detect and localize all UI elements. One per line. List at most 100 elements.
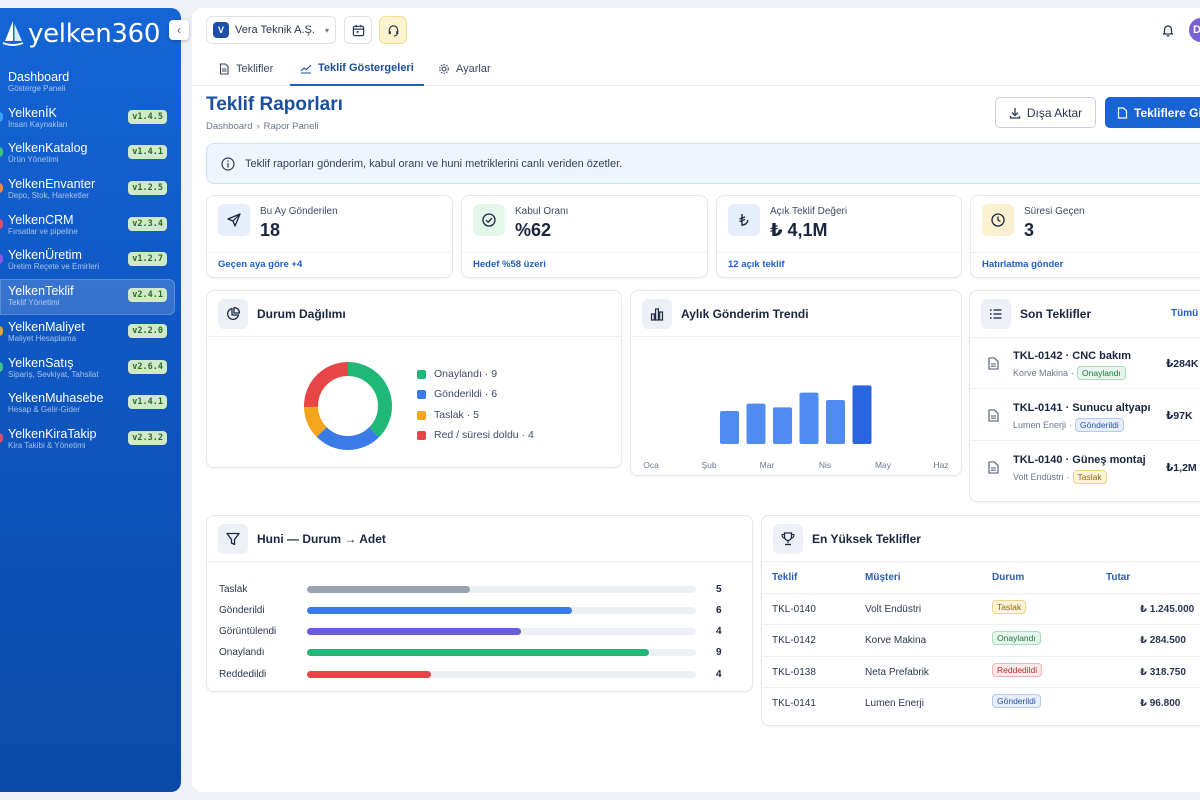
recent-offer-row[interactable]: TKL-0140 · Güneş montaj Volt Endüstri · … [970, 442, 1200, 493]
version-badge: v2.3.2 [128, 430, 167, 445]
logo-text: yelken360 [28, 19, 161, 49]
sidebar-item-label: YelkenKiraTakip [8, 426, 97, 441]
sidebar-item-yelken-retim[interactable]: YelkenÜretim Üretim Reçete ve Emirleri v1.… [0, 243, 175, 279]
sidebar-item-label: YelkenİK [8, 105, 57, 120]
view-all-link[interactable]: Tümü [1171, 308, 1199, 319]
trend-line-icon [300, 64, 312, 74]
sidebar-item-yelkenmuhasebe[interactable]: YelkenMuhasebe Hesap & Gelir-Gider v1.4.1 [0, 386, 175, 422]
sidebar-item-yelkencrm[interactable]: YelkenCRM Fırsatlar ve pipeline v2.3.4 [0, 208, 175, 244]
funnel-track [307, 628, 696, 636]
funnel-fill [307, 670, 432, 678]
module-color-marker [0, 218, 3, 229]
chevron-down-icon: ▾ [324, 25, 329, 35]
sidebar-item-yelkeni-k[interactable]: YelkenİK İnsan Kaynakları v1.4.5 [0, 101, 175, 137]
breadcrumb-dashboard[interactable]: Dashboard [206, 121, 253, 132]
table-row[interactable]: TKL-0140 Volt Endüstri Taslak ₺ 1.245.00… [762, 593, 1200, 624]
bar-şub[interactable] [746, 403, 766, 444]
bar-oca[interactable] [720, 411, 739, 444]
company-selector[interactable]: V Vera Teknik A.Ş. ▾ [206, 16, 336, 44]
funnel-track [307, 670, 696, 678]
version-badge: v2.6.4 [128, 359, 167, 374]
sidebar-collapse-button[interactable]: ‹ [169, 20, 189, 40]
tab-ayarlar[interactable]: Ayarlar [438, 52, 491, 86]
calendar-button[interactable] [344, 16, 372, 44]
funnel-value: 4 [716, 668, 722, 680]
status-badge: Taslak [992, 600, 1027, 614]
recent-offer-row[interactable]: TKL-0141 · Sunucu altyapı Lumen Enerji ·… [970, 390, 1200, 441]
calendar-icon [352, 24, 364, 36]
donut-slice-g-nderildi[interactable] [304, 362, 392, 450]
support-button[interactable] [379, 16, 407, 44]
kpi-footer[interactable]: Hedef %58 üzeri [462, 252, 707, 270]
amount-cell: ₺ 96.800 [1140, 697, 1181, 709]
table-row[interactable]: TKL-0142 Korve Makina Onaylandı ₺ 284.50… [762, 624, 1200, 655]
offer-id-cell: TKL-0142 [772, 635, 816, 647]
avatar[interactable]: D [1189, 18, 1200, 42]
column-header-customer[interactable]: Müşteri [865, 572, 901, 583]
info-banner: Teklif raporları gönderim, kabul oranı v… [206, 143, 1200, 184]
column-header-amount[interactable]: Tutar [1106, 572, 1131, 583]
card-icon-wrap [642, 299, 672, 329]
notifications-button[interactable] [1154, 16, 1182, 44]
kpi-footer[interactable]: Hatırlatma gönder [971, 252, 1200, 270]
export-button[interactable]: Dışa Aktar [995, 97, 1096, 128]
go-to-offers-button[interactable]: Tekliflere Git [1105, 97, 1200, 128]
sidebar-item-dashboard[interactable]: Dashboard Gösterge Paneli [0, 65, 175, 101]
check-circle-icon [482, 213, 496, 227]
sidebar-item-yelkenmaliyet[interactable]: YelkenMaliyet Maliyet Hesaplama v2.2.0 [0, 315, 175, 351]
tab-label: Teklif Göstergeleri [318, 62, 414, 74]
paper-plane-icon [227, 213, 241, 227]
module-color-marker [0, 361, 3, 372]
table-row[interactable]: TKL-0138 Neta Prefabrik Reddedildi ₺ 318… [762, 655, 1200, 687]
meta-separator: · [1066, 472, 1070, 482]
bar-nis[interactable] [799, 392, 819, 444]
funnel-label: Taslak [219, 583, 248, 595]
card-title: Son Teklifler [1020, 307, 1092, 321]
table-row[interactable]: TKL-0141 Lumen Enerji Gönderildi ₺ 96.80… [762, 686, 1200, 718]
funnel-label: Görüntülendi [219, 626, 277, 638]
legend-item: Onaylandı · 9 [417, 368, 497, 380]
funnel-fill [307, 649, 650, 657]
version-badge: v1.4.5 [128, 109, 167, 124]
donut-slice-red-s-resi-doldu[interactable] [304, 362, 392, 450]
card-header: Huni — Durum → Adet [207, 516, 752, 562]
sidebar-item-label: YelkenMuhasebe [8, 391, 104, 406]
card-icon-wrap [981, 299, 1011, 329]
document-icon [1117, 106, 1128, 119]
tab-teklifler[interactable]: Teklifler [218, 52, 273, 86]
trophy-icon [781, 532, 795, 546]
bar-haz[interactable] [852, 385, 872, 444]
card-icon-wrap [218, 524, 248, 554]
bar-may[interactable] [826, 400, 845, 444]
kpi-footer[interactable]: 12 açık teklif [717, 252, 961, 270]
sidebar-item-yelkensat-[interactable]: YelkenSatış Sipariş, Sevkiyat, Tahsilat v2… [0, 351, 175, 387]
sidebar-item-yelkenenvanter[interactable]: YelkenEnvanter Depo, Stok, Hareketler v1.2… [0, 172, 175, 208]
gear-icon [439, 64, 449, 74]
legend-swatch [417, 410, 426, 420]
sidebar-item-yelkenkiratakip[interactable]: YelkenKiraTakip Kira Takibi & Yönetimi v2.… [0, 422, 175, 458]
status-badge: Taslak [1072, 470, 1107, 484]
sidebar-item-yelkenteklif[interactable]: YelkenTeklif Teklif Yönetimi v2.4.1 [0, 279, 175, 315]
column-header-offer[interactable]: Teklif [772, 572, 798, 583]
tab-teklif-gostergeleri[interactable]: Teklif Göstergeleri [290, 52, 424, 86]
module-color-marker [0, 325, 3, 336]
module-color-marker [0, 147, 3, 158]
funnel-value: 4 [716, 626, 722, 638]
funnel-row: Onaylandı 9 [219, 646, 722, 660]
donut-chart [304, 362, 392, 450]
recent-offer-meta: Korve Makina · Onaylandı [1013, 366, 1126, 380]
kpi-footer[interactable]: Geçen aya göre +4 [207, 252, 452, 270]
bar-mar[interactable] [773, 407, 792, 444]
status-badge: Onaylandı [992, 631, 1041, 646]
kpi-icon-wrap [473, 204, 505, 236]
logo[interactable]: yelken360 [2, 14, 160, 54]
sidebar-item-label: YelkenSatış [8, 355, 74, 370]
meta-separator: · [1071, 368, 1075, 378]
kpi-card-acceptance: Kabul Oranı %62 Hedef %58 üzeri [461, 195, 708, 278]
sidebar-item-label: YelkenEnvanter [8, 177, 96, 192]
main-panel: V Vera Teknik A.Ş. ▾ D Teklifler Teklif … [192, 8, 1200, 792]
recent-offer-row[interactable]: TKL-0142 · CNC bakım Korve Makina · Onay… [970, 338, 1200, 389]
sidebar-item-yelkenkatalog[interactable]: YelkenKatalog Ürün Yönetimi v1.4.1 [0, 136, 175, 172]
legend-label: Onaylandı · 9 [434, 368, 498, 380]
column-header-status[interactable]: Durum [992, 572, 1025, 583]
